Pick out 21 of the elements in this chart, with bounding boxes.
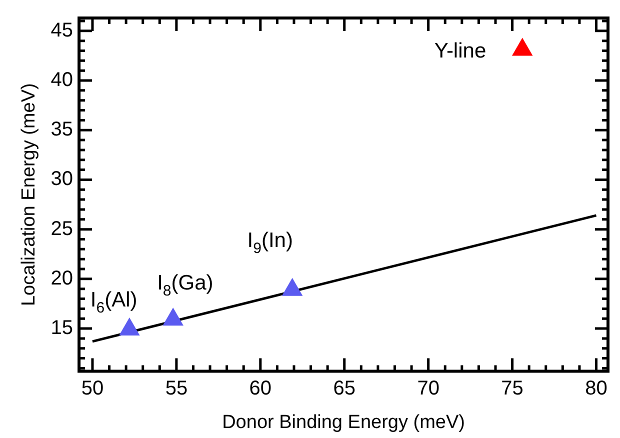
y-tick-label: 45: [50, 19, 74, 42]
y-tick-label: 15: [50, 317, 74, 340]
y-tick-label: 20: [50, 267, 74, 290]
x-tick-label: 80: [585, 378, 608, 400]
x-axis-title: Donor Binding Energy (meV): [222, 412, 465, 433]
point: [512, 38, 533, 56]
y-tick-label: 35: [50, 118, 74, 141]
point: [119, 318, 140, 336]
x-tick-label: 50: [81, 378, 104, 400]
y-tick-label: 25: [50, 218, 74, 240]
x-tick-label: 55: [165, 378, 188, 400]
y-tick-label: 30: [50, 168, 74, 190]
point: [162, 308, 184, 326]
x-tick-label: 60: [249, 378, 272, 400]
x-tick-label: 75: [501, 378, 524, 400]
y-axis-title: Localization Energy (meV): [18, 83, 40, 306]
y-tick-label: 40: [50, 69, 74, 92]
point: [282, 278, 303, 296]
annotation: Y-line: [434, 40, 486, 63]
x-tick-label: 70: [417, 378, 440, 400]
x-tick-label: 65: [333, 378, 356, 400]
